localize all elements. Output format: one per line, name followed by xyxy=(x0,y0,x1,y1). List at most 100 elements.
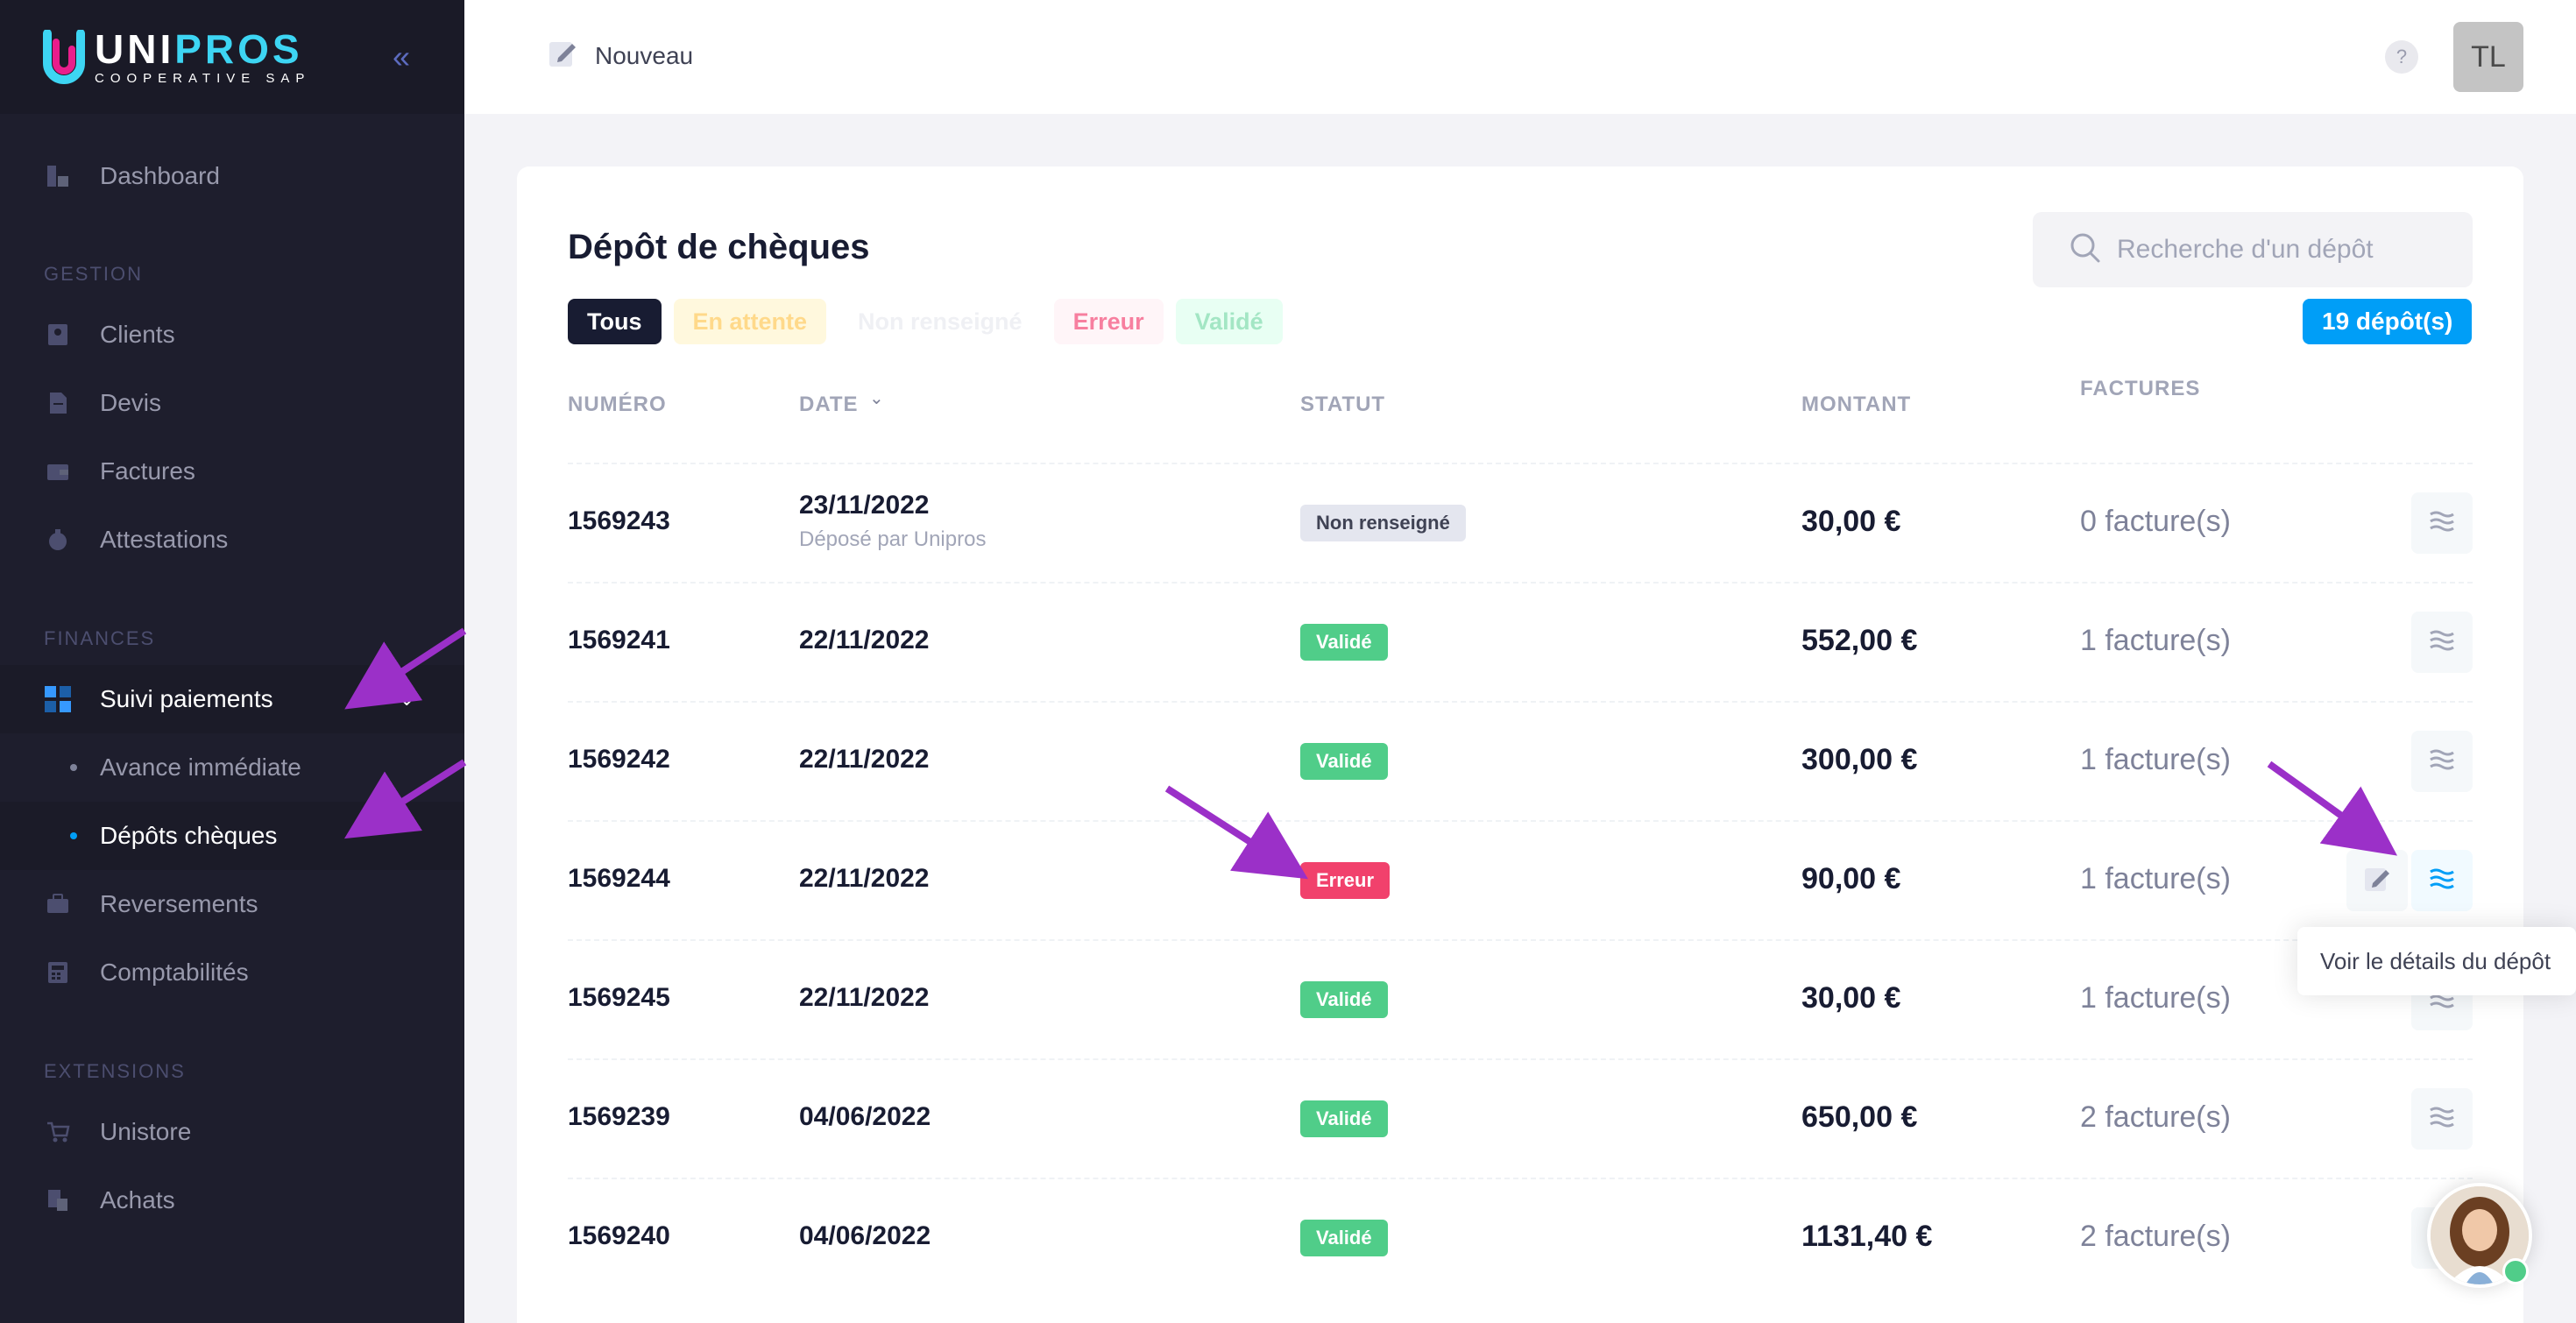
deposits-card: Dépôt de chèques Tous En attente Non ren… xyxy=(517,166,2523,1323)
sidebar-item-label: Avance immédiate xyxy=(100,753,301,781)
sidebar-item-label: Factures xyxy=(100,457,195,485)
reversements-icon xyxy=(44,890,72,918)
column-header-statut[interactable]: STATUT xyxy=(1300,393,1386,416)
filter-erreur[interactable]: Erreur xyxy=(1053,299,1164,344)
user-avatar[interactable]: TL xyxy=(2453,22,2523,92)
row-numero: 1569240 xyxy=(568,1221,670,1250)
status-badge: Non renseigné xyxy=(1300,505,1466,541)
comptabilites-icon xyxy=(44,959,72,987)
help-button[interactable]: ? xyxy=(2385,40,2418,74)
row-montant: 30,00 € xyxy=(1801,981,1901,1015)
sidebar-item-label: Comptabilités xyxy=(100,959,249,986)
column-header-factures[interactable]: FACTURES xyxy=(2080,377,2201,400)
row-numero: 1569244 xyxy=(568,864,670,893)
row-date: 04/06/2022 xyxy=(799,1221,931,1250)
details-button[interactable] xyxy=(2411,612,2473,673)
section-gestion: GESTION xyxy=(44,263,144,285)
row-date: 22/11/2022 xyxy=(799,745,930,774)
sidebar-item-unistore[interactable]: Unistore xyxy=(0,1098,464,1166)
details-button[interactable] xyxy=(2411,1088,2473,1150)
row-factures: 2 facture(s) xyxy=(2080,1220,2231,1253)
sidebar-item-suivi-paiements[interactable]: Suivi paiements ⌄ xyxy=(0,665,464,733)
row-numero: 1569242 xyxy=(568,745,670,774)
sidebar-item-achats[interactable]: Achats xyxy=(0,1166,464,1235)
details-button[interactable] xyxy=(2411,850,2473,911)
details-button[interactable] xyxy=(2411,492,2473,554)
column-header-date[interactable]: DATE xyxy=(799,393,859,416)
row-numero: 1569239 xyxy=(568,1102,670,1131)
sidebar-item-label: Devis xyxy=(100,389,162,416)
details-button[interactable] xyxy=(2411,731,2473,792)
sidebar: UNIPROS COOPERATIVE SAP « Dashboard GEST… xyxy=(0,0,464,1323)
sidebar-subitem-avance-immediate[interactable]: Avance immédiate xyxy=(0,733,464,802)
row-date-sub: Déposé par Unipros xyxy=(799,527,987,551)
page-title: Dépôt de chèques xyxy=(568,228,870,266)
row-montant: 552,00 € xyxy=(1801,624,1918,657)
bullet-icon xyxy=(70,764,77,771)
row-montant: 90,00 € xyxy=(1801,862,1901,895)
edit-icon xyxy=(2363,865,2391,897)
row-factures: 1 facture(s) xyxy=(2080,981,2231,1015)
details-icon xyxy=(2429,1106,2455,1133)
column-header-montant[interactable]: MONTANT xyxy=(1801,393,1912,416)
attestations-icon xyxy=(44,526,72,554)
sort-chevron-icon[interactable]: ⌄ xyxy=(869,389,884,408)
search-box[interactable] xyxy=(2033,212,2473,287)
collapse-icon[interactable]: « xyxy=(392,39,411,74)
details-icon xyxy=(2429,867,2455,895)
row-date: 22/11/2022 xyxy=(799,626,930,654)
top-header: Nouveau ? TL xyxy=(464,0,2576,114)
details-icon xyxy=(2429,629,2455,656)
table-row: 1569242 22/11/2022 Validé 300,00 € 1 fac… xyxy=(568,701,2473,820)
row-numero: 1569241 xyxy=(568,626,670,654)
logo-text: UNIPROS COOPERATIVE SAP xyxy=(95,29,310,86)
row-montant: 300,00 € xyxy=(1801,743,1918,776)
edit-icon xyxy=(548,39,577,73)
row-numero: 1569243 xyxy=(568,506,670,535)
filter-valide[interactable]: Validé xyxy=(1175,299,1283,344)
dashboard-icon xyxy=(44,162,72,190)
row-montant: 650,00 € xyxy=(1801,1100,1918,1134)
row-numero: 1569245 xyxy=(568,983,670,1012)
sidebar-item-label: Unistore xyxy=(100,1118,192,1145)
sidebar-item-label: Dashboard xyxy=(100,162,220,189)
logo-icon xyxy=(42,29,86,84)
tooltip: Voir le détails du dépôt xyxy=(2297,927,2576,995)
row-factures: 0 facture(s) xyxy=(2080,505,2231,538)
sidebar-item-dashboard[interactable]: Dashboard xyxy=(0,142,464,210)
unistore-icon xyxy=(44,1118,72,1146)
sidebar-item-devis[interactable]: Devis xyxy=(0,369,464,437)
table-row: 1569244 22/11/2022 Erreur 90,00 € 1 fact… xyxy=(568,820,2473,939)
sidebar-item-label: Achats xyxy=(100,1186,175,1213)
row-factures: 1 facture(s) xyxy=(2080,862,2231,895)
status-badge: Validé xyxy=(1300,743,1388,780)
row-factures: 1 facture(s) xyxy=(2080,624,2231,657)
logo-name-a: UNI xyxy=(95,25,175,72)
sidebar-item-clients[interactable]: Clients xyxy=(0,301,464,369)
status-badge: Validé xyxy=(1300,624,1388,661)
status-badge: Erreur xyxy=(1300,862,1391,899)
column-header-numero[interactable]: NUMÉRO xyxy=(568,393,667,416)
status-badge: Validé xyxy=(1300,1100,1388,1137)
edit-button[interactable] xyxy=(2346,850,2408,911)
sidebar-item-reversements[interactable]: Reversements xyxy=(0,870,464,938)
sidebar-item-attestations[interactable]: Attestations xyxy=(0,506,464,574)
filter-non-renseigne[interactable]: Non renseigné xyxy=(839,299,1042,344)
sidebar-item-label: Suivi paiements xyxy=(100,685,273,712)
row-date: 04/06/2022 xyxy=(799,1102,931,1131)
new-button[interactable]: Nouveau xyxy=(548,39,693,73)
row-factures: 1 facture(s) xyxy=(2080,743,2231,776)
online-status-dot xyxy=(2502,1258,2529,1284)
sidebar-subitem-depots-cheques[interactable]: Dépôts chèques xyxy=(0,802,464,870)
filter-en-attente[interactable]: En attente xyxy=(673,299,827,344)
row-montant: 1131,40 € xyxy=(1801,1220,1933,1253)
clients-icon xyxy=(44,321,72,349)
factures-icon xyxy=(44,457,72,485)
sidebar-item-factures[interactable]: Factures xyxy=(0,437,464,506)
filter-tous[interactable]: Tous xyxy=(568,299,662,344)
row-factures: 2 facture(s) xyxy=(2080,1100,2231,1134)
table-row: 1569243 23/11/2022 Déposé par Unipros No… xyxy=(568,463,2473,582)
chevron-down-icon: ⌄ xyxy=(399,688,415,710)
search-input[interactable] xyxy=(2117,235,2467,265)
sidebar-item-comptabilites[interactable]: Comptabilités xyxy=(0,938,464,1007)
